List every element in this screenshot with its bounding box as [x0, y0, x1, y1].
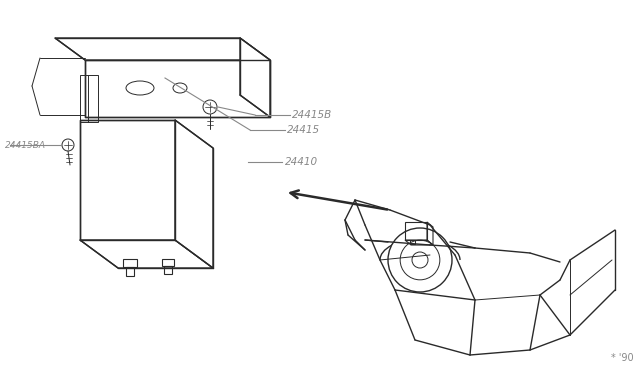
- Circle shape: [62, 139, 74, 151]
- Text: 24415B: 24415B: [292, 110, 332, 120]
- Polygon shape: [55, 38, 270, 60]
- Circle shape: [400, 240, 440, 280]
- Circle shape: [203, 100, 217, 114]
- Polygon shape: [240, 38, 270, 117]
- Circle shape: [412, 252, 428, 268]
- Text: 24415: 24415: [287, 125, 320, 135]
- Circle shape: [388, 228, 452, 292]
- Text: 24410: 24410: [285, 157, 318, 167]
- Polygon shape: [175, 120, 213, 268]
- Polygon shape: [80, 240, 213, 268]
- Text: * '90: * '90: [611, 353, 634, 363]
- Polygon shape: [80, 120, 175, 240]
- Polygon shape: [85, 60, 270, 117]
- Text: 24415BA: 24415BA: [5, 141, 46, 150]
